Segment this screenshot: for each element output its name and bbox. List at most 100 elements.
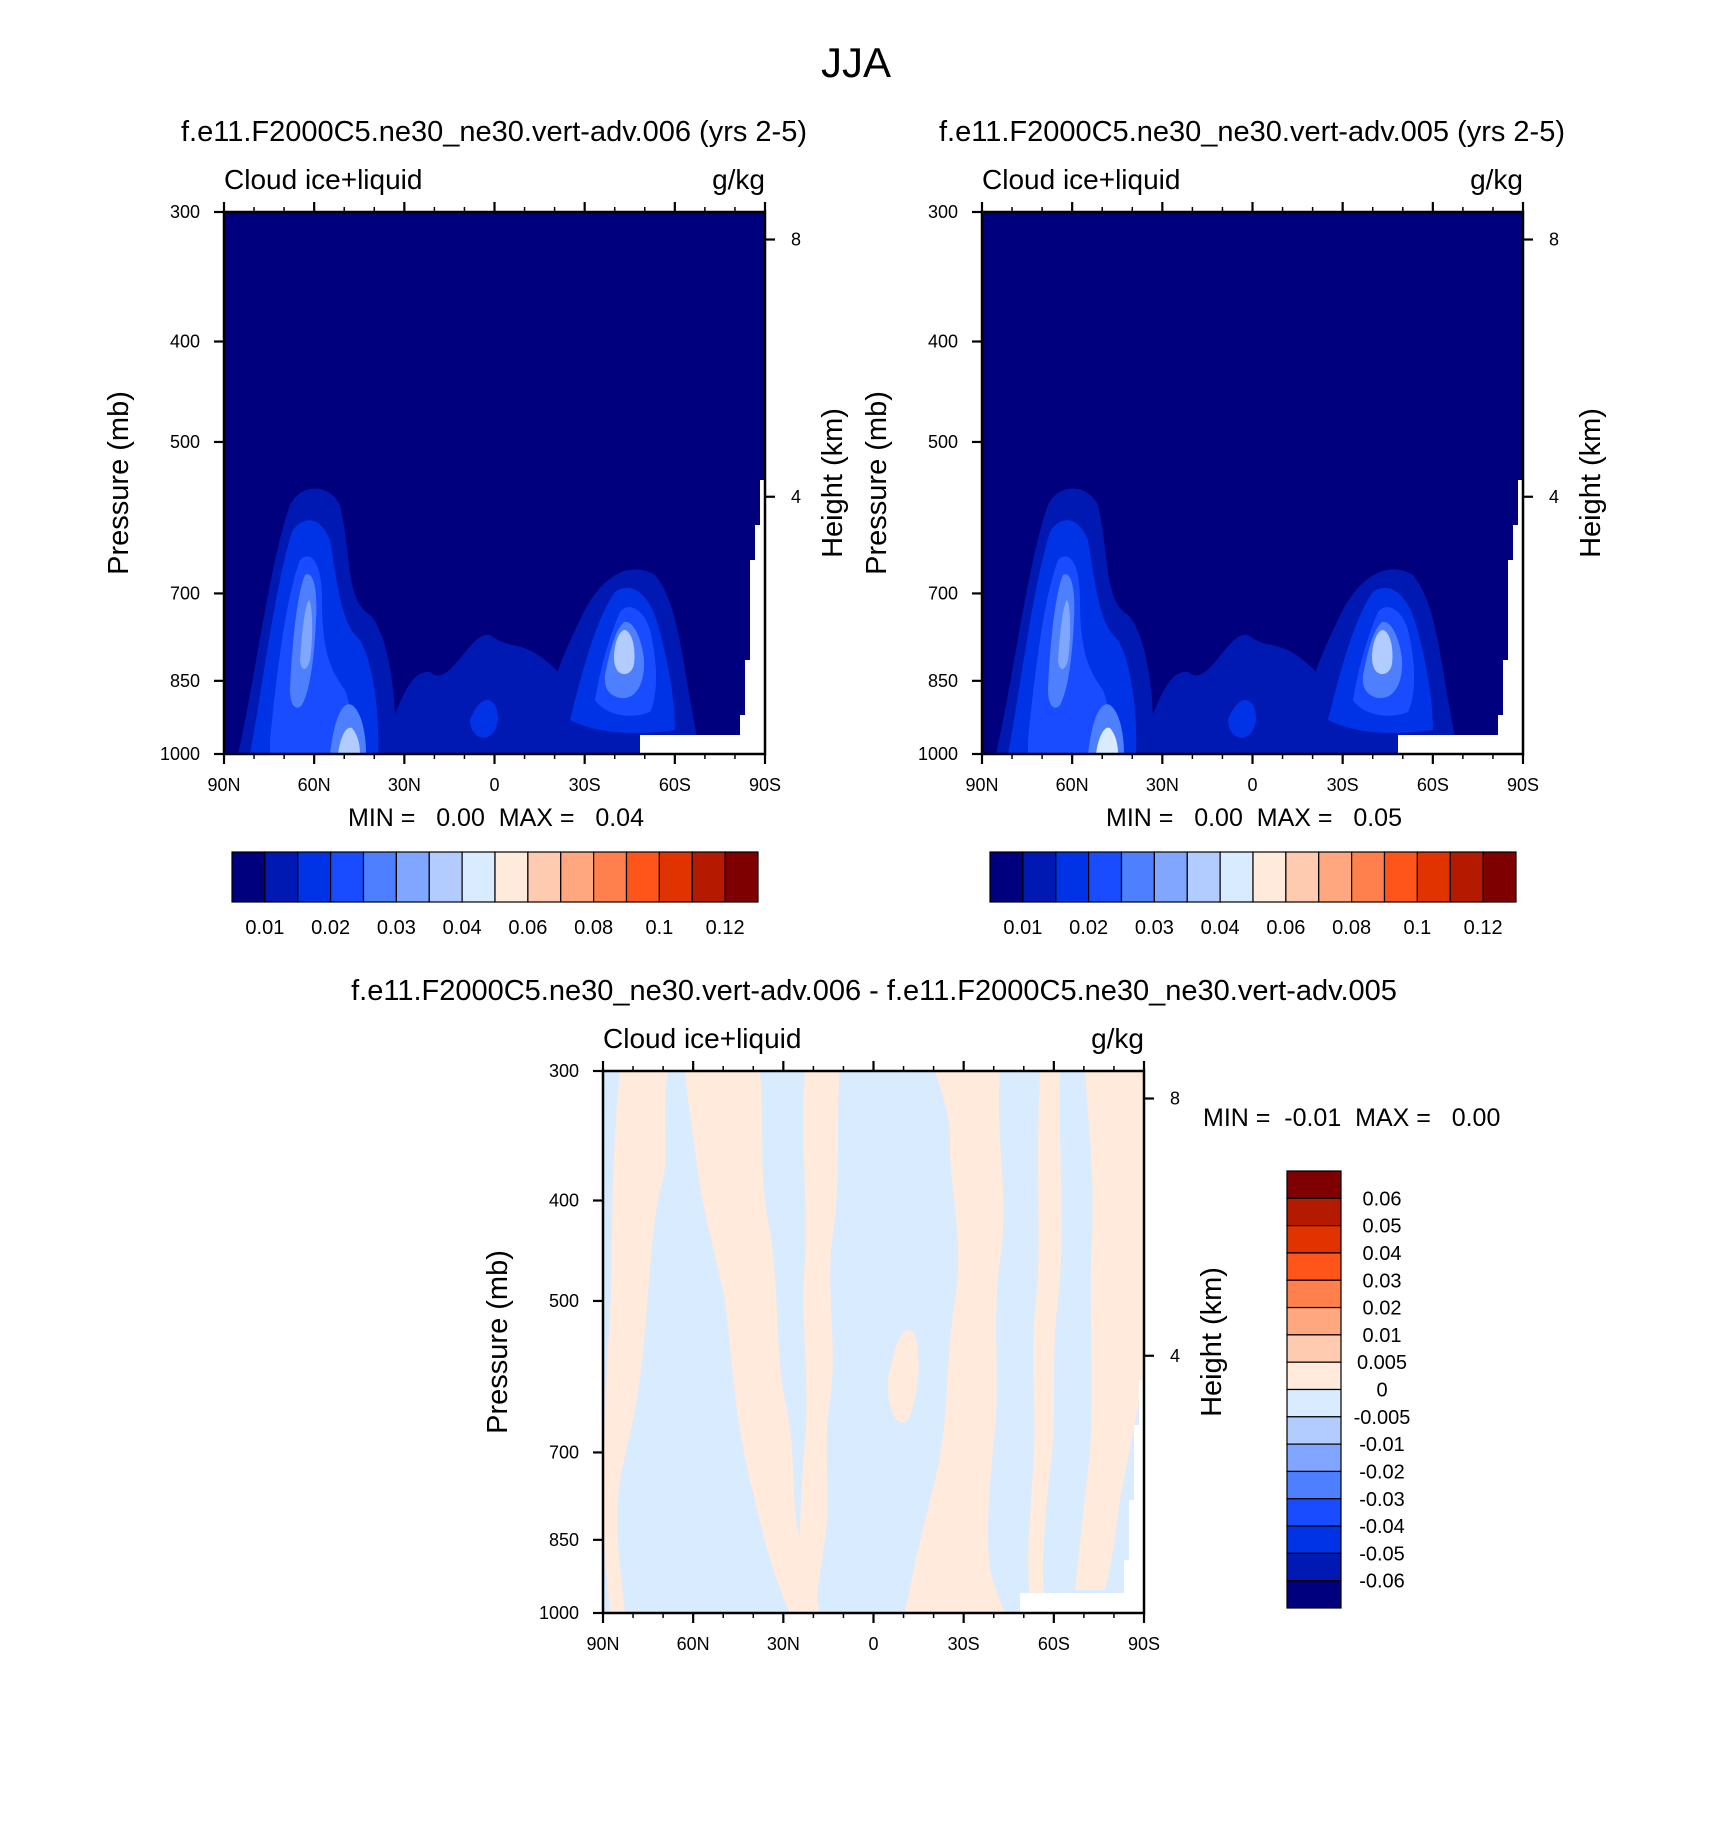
panel-006-xtick-label: 0 — [489, 775, 499, 795]
panel-006-title: f.e11.F2000C5.ne30_ne30.vert-adv.006 (yr… — [181, 116, 807, 148]
panel-diff-colorbar-label: -0.03 — [1359, 1489, 1405, 1511]
panel-005-xtick-label: 90N — [965, 775, 998, 795]
panel-005-contour-sh-peak — [1372, 630, 1393, 675]
panel-diff-colorbar-box — [1286, 1197, 1342, 1227]
panel-diff-colorbar-label: 0.04 — [1363, 1243, 1402, 1265]
panel-006-colorbar-label: 0.06 — [508, 917, 547, 939]
panel-diff-colorbar-label: -0.06 — [1359, 1571, 1405, 1593]
panel-diff-positive-band-2 — [685, 1071, 820, 1613]
panel-diff-colorbar-box — [1286, 1361, 1342, 1391]
panel-006-y2tick-label: 8 — [791, 230, 801, 250]
panel-diff-colorbar-box — [1286, 1170, 1342, 1199]
panel-005-colorbar-label: 0.06 — [1266, 917, 1305, 939]
panel-006-variable-label: Cloud ice+liquid — [224, 164, 422, 195]
panel-005-colorbar-box — [1219, 851, 1254, 903]
panel-006-colorbar-box — [593, 851, 628, 903]
panel-006-colorbar-label: 0.04 — [443, 917, 482, 939]
panel-005-xtick-label: 30S — [1327, 775, 1359, 795]
panel-006-contour-sh-peak — [614, 630, 635, 675]
panel-005-colorbar-box — [1351, 851, 1386, 903]
panel-005-contour-tropics — [1138, 634, 1329, 754]
panel-diff-positive-band-6 — [1075, 1071, 1144, 1590]
panel-diff-colorbar-box — [1286, 1252, 1342, 1281]
panel-006-contour-tropics — [380, 634, 571, 754]
panel-005-ylabel: Pressure (mb) — [861, 391, 893, 575]
panel-006-ytick-label: 300 — [170, 202, 200, 222]
panel-005-ytick-label: 850 — [928, 671, 958, 691]
panel-diff-positive-band-4 — [905, 1071, 1005, 1613]
panel-005-stats: MIN = 0.00 MAX = 0.05 — [1106, 804, 1402, 832]
panel-006-missing-region — [640, 480, 765, 754]
panel-006-ytick-label: 500 — [170, 432, 200, 452]
panel-006-colorbar-box — [560, 851, 595, 903]
panel-005-xtick-label: 60S — [1417, 775, 1449, 795]
panel-diff-ytick-label: 700 — [549, 1442, 579, 1462]
panel-diff-colorbar-label: 0.03 — [1363, 1270, 1402, 1292]
figure-title: JJA — [821, 39, 891, 86]
panel-006-contour-tropics-inner — [470, 700, 499, 738]
panel-006-xtick-label: 30S — [569, 775, 601, 795]
panel-diff-positive-patch — [887, 1330, 919, 1423]
panel-006-contour-nh-peak — [300, 600, 313, 669]
panel-005-colorbar-box — [1449, 851, 1484, 903]
panel-diff-colorbar-box — [1286, 1334, 1342, 1363]
panel-005-colorbar-box — [1252, 851, 1287, 903]
panel-006-colorbar-box — [297, 851, 332, 903]
panel-006-ytick-label: 400 — [170, 332, 200, 352]
panel-diff-xtick-label: 90N — [586, 1634, 619, 1654]
panel-006-colorbar-box — [264, 851, 299, 903]
panel-006-colorbar-box — [330, 851, 365, 903]
panel-006-colorbar-box — [231, 851, 266, 903]
panel-diff-colorbar-label: -0.05 — [1359, 1543, 1405, 1565]
panel-006-ytick-label: 850 — [170, 671, 200, 691]
panel-006-colorbar-label: 0.08 — [574, 917, 613, 939]
panel-005-colorbar-box — [1153, 851, 1188, 903]
panel-005-colorbar-label: 0.12 — [1464, 917, 1503, 939]
panel-diff-colorbar-label: 0.06 — [1363, 1188, 1402, 1210]
panel-006-xtick-label: 90N — [207, 775, 240, 795]
panel-diff-y2label: Height (km) — [1196, 1267, 1228, 1417]
panel-006-stats: MIN = 0.00 MAX = 0.04 — [348, 804, 644, 832]
panel-006-ytick-label: 1000 — [160, 744, 200, 764]
panel-006-colorbar-box — [625, 851, 660, 903]
panel-005-colorbar-box — [989, 851, 1024, 903]
panel-diff-ytick-label: 1000 — [539, 1603, 579, 1623]
panel-006-colorbar-box — [428, 851, 463, 903]
panel-005-title: f.e11.F2000C5.ne30_ne30.vert-adv.005 (yr… — [939, 116, 1565, 148]
panel-006-colorbar-box — [395, 851, 430, 903]
panel-006-units-label: g/kg — [712, 164, 765, 195]
panel-diff-y2tick-label: 4 — [1170, 1346, 1180, 1366]
panel-006-colorbar-box — [527, 851, 562, 903]
panel-diff-positive-band-3 — [799, 1071, 840, 1613]
panel-diff-colorbar: 0.06 0.05 0.04 0.03 0.02 0.01 0.005 0 -0.005 -0.0… — [1286, 1170, 1411, 1609]
panel-006-colorbar-label: 0.12 — [706, 917, 745, 939]
panel-005-colorbar-label: 0.01 — [1003, 917, 1042, 939]
panel-006-xtick-label: 60N — [298, 775, 331, 795]
panel-diff-colorbar-box — [1286, 1525, 1342, 1554]
panel-005-variable-label: Cloud ice+liquid — [982, 164, 1180, 195]
panel-diff-positive-band-1 — [603, 1071, 668, 1613]
panel-005-colorbar-label: 0.04 — [1201, 917, 1240, 939]
panel-diff-colorbar-label: -0.005 — [1354, 1407, 1411, 1429]
panel-diff-xtick-label: 30S — [948, 1634, 980, 1654]
panel-006-xtick-label: 30N — [388, 775, 421, 795]
panel-diff-colorbar-box — [1286, 1306, 1342, 1336]
panel-005-colorbar-box — [1482, 851, 1517, 903]
panel-diff-colorbar-box — [1286, 1416, 1342, 1445]
panel-005-colorbar-box — [1186, 851, 1221, 903]
panel-006-xtick-label: 90S — [749, 775, 781, 795]
panel-diff-axes: 90N 60N 30N 0 30S 60S 90S 300 400 500 700 850 1000 8 4 — [539, 1061, 1180, 1654]
panel-006-y2tick-label: 4 — [791, 487, 801, 507]
panel-006-y2label: Height (km) — [817, 408, 849, 558]
panel-005-xtick-label: 90S — [1507, 775, 1539, 795]
panel-006: f.e11.F2000C5.ne30_ne30.vert-adv.006 (yr… — [103, 116, 849, 939]
panel-005-colorbar-label: 0.08 — [1332, 917, 1371, 939]
panel-006-colorbar-box — [724, 851, 759, 903]
panel-diff-colorbar-box — [1286, 1443, 1342, 1473]
panel-005-ytick-label: 700 — [928, 583, 958, 603]
panel-005-ytick-label: 1000 — [918, 744, 958, 764]
panel-diff-stats: MIN = -0.01 MAX = 0.00 — [1203, 1104, 1500, 1132]
panel-005-colorbar-box — [1383, 851, 1418, 903]
panel-diff-colorbar-box — [1286, 1580, 1342, 1609]
